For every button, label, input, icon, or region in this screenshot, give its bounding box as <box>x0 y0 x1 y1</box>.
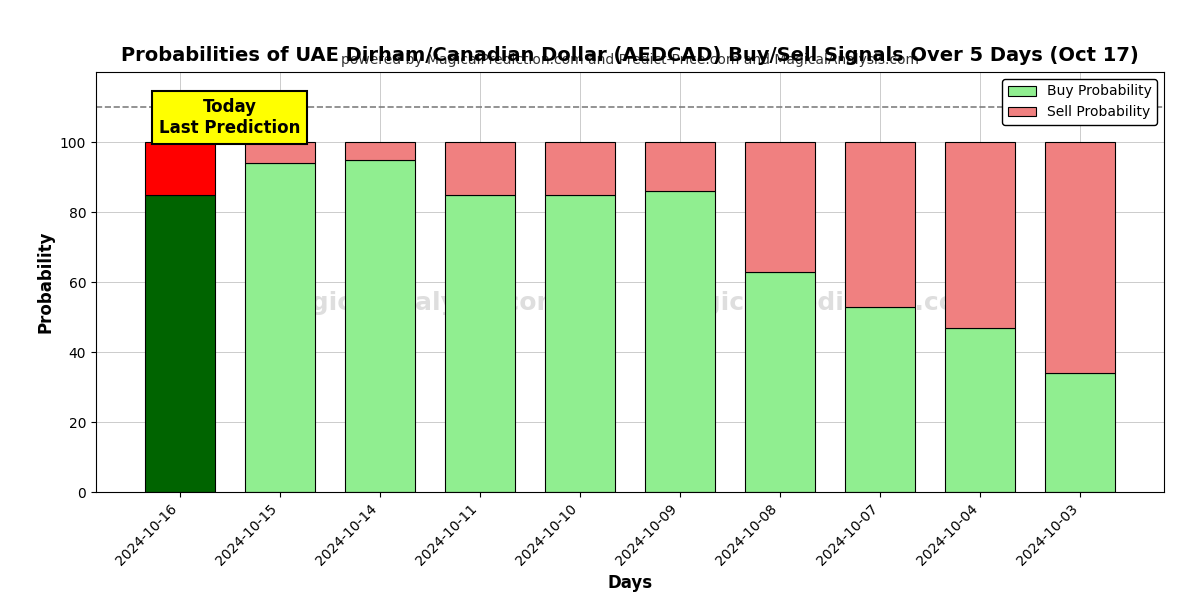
Bar <box>946 328 1015 492</box>
Bar <box>646 142 715 191</box>
Bar <box>545 194 614 492</box>
Bar <box>845 307 916 492</box>
Bar <box>646 191 715 492</box>
Bar <box>245 142 314 163</box>
Text: MagicalAnalysis.com: MagicalAnalysis.com <box>270 291 563 315</box>
Text: MagicalPrediction.com: MagicalPrediction.com <box>661 291 983 315</box>
X-axis label: Days: Days <box>607 574 653 592</box>
Bar <box>344 160 415 492</box>
Bar <box>1045 373 1116 492</box>
Bar <box>245 163 314 492</box>
Bar <box>1045 142 1116 373</box>
Text: powered by MagicalPrediction.com and Predict-Price.com and MagicalAnalysis.com: powered by MagicalPrediction.com and Pre… <box>341 53 919 67</box>
Bar <box>144 142 215 194</box>
Title: Probabilities of UAE Dirham/Canadian Dollar (AEDCAD) Buy/Sell Signals Over 5 Day: Probabilities of UAE Dirham/Canadian Dol… <box>121 46 1139 65</box>
Bar <box>545 142 614 194</box>
Bar <box>845 142 916 307</box>
Bar <box>745 142 815 271</box>
Bar <box>344 142 415 160</box>
Text: Today
Last Prediction: Today Last Prediction <box>158 98 300 137</box>
Bar <box>946 142 1015 328</box>
Bar <box>745 271 815 492</box>
Bar <box>445 142 515 194</box>
Y-axis label: Probability: Probability <box>36 231 54 333</box>
Bar <box>144 194 215 492</box>
Bar <box>445 194 515 492</box>
Legend: Buy Probability, Sell Probability: Buy Probability, Sell Probability <box>1002 79 1157 125</box>
